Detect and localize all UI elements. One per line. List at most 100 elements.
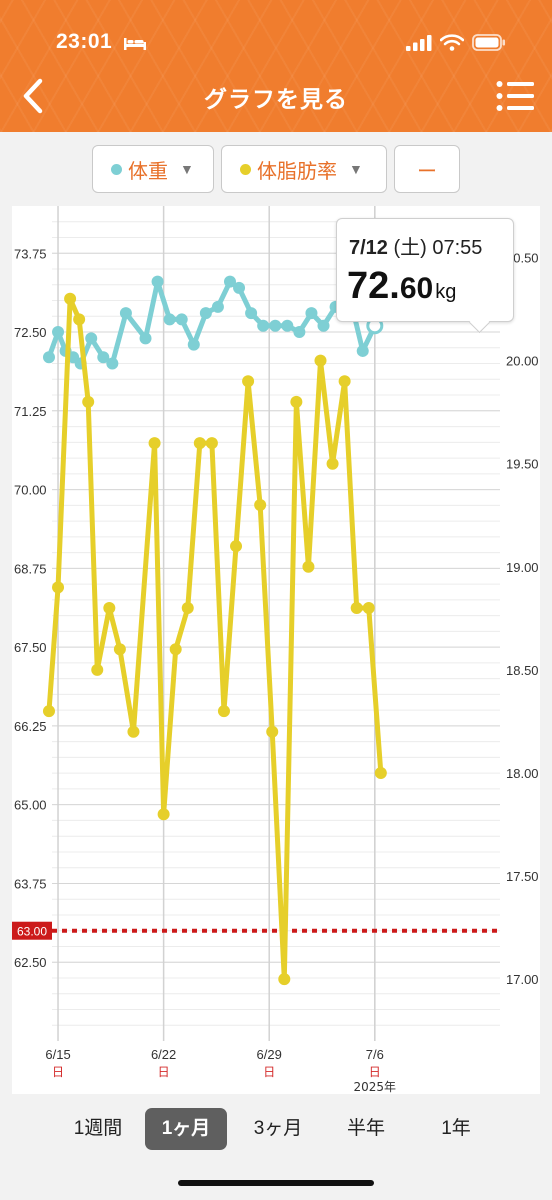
bodyfat-data-point[interactable] — [266, 725, 279, 738]
weight-data-point[interactable] — [223, 275, 236, 288]
right-axis-tick-label: 17.50 — [506, 869, 539, 884]
bodyfat-data-point[interactable] — [73, 313, 86, 326]
left-axis-tick-label: 73.75 — [14, 246, 47, 261]
right-axis-tick-label: 20.00 — [506, 354, 539, 369]
weight-data-point[interactable] — [106, 357, 119, 370]
bodyfat-data-point[interactable] — [181, 602, 194, 615]
bodyfat-data-point[interactable] — [278, 973, 291, 986]
target-label-box — [12, 921, 52, 940]
weight-data-point[interactable] — [97, 351, 110, 364]
bodyfat-data-point[interactable] — [290, 395, 303, 408]
weight-data-point[interactable] — [269, 319, 282, 332]
bodyfat-data-point[interactable] — [217, 705, 230, 718]
weight-data-point[interactable] — [139, 332, 152, 345]
caret-down-icon: ▼ — [349, 161, 363, 177]
wifi-icon — [440, 34, 464, 51]
bodyfat-data-point[interactable] — [113, 643, 126, 656]
bodyfat-data-point[interactable] — [157, 808, 170, 821]
bodyfat-data-point[interactable] — [42, 705, 55, 718]
weight-data-point[interactable] — [119, 307, 132, 320]
weight-data-point[interactable] — [233, 281, 246, 294]
weight-bodyfat-chart[interactable]: 73.75 72.50 71.25 70.00 68.75 67.50 66.25 65.00… — [12, 206, 540, 1094]
range-tab-3months[interactable]: 3ヶ月 — [253, 1118, 303, 1139]
status-time: 23:01 — [56, 30, 113, 53]
series-selector-bar: 体重 ▼ 体脂肪率 ▼ ー — [0, 132, 552, 206]
weight-data-point[interactable] — [281, 319, 294, 332]
bodyfat-data-point[interactable] — [52, 581, 65, 594]
weight-data-point[interactable] — [163, 313, 176, 326]
tooltip-date-main: 7/12 — [349, 237, 388, 259]
weight-data-point[interactable] — [211, 300, 224, 313]
target-label: 63.00 — [17, 925, 47, 939]
bodyfat-data-point[interactable] — [338, 375, 351, 388]
right-axis-tick-label: 18.50 — [506, 663, 539, 678]
bodyfat-data-point[interactable] — [350, 602, 363, 615]
bodyfat-data-point[interactable] — [148, 437, 161, 450]
right-axis-tick-label: 20.50 — [506, 251, 539, 266]
x-axis-day-label: 日 — [158, 1065, 170, 1079]
third-series-selector[interactable]: ー — [394, 145, 460, 193]
bodyfat-data-point[interactable] — [374, 766, 387, 779]
bodyfat-data-point[interactable] — [326, 457, 339, 470]
weight-selector[interactable]: 体重 ▼ — [92, 145, 214, 193]
range-tab-1week[interactable]: 1週間 — [73, 1118, 123, 1139]
bodyfat-series-line — [46, 296, 384, 982]
bodyfat-data-point[interactable] — [127, 725, 140, 738]
range-tab-half-year[interactable]: 半年 — [346, 1118, 385, 1139]
weight-data-point[interactable] — [151, 275, 164, 288]
page-title: グラフを見る — [204, 86, 348, 112]
left-axis-tick-label: 67.50 — [14, 640, 47, 655]
x-axis-date-label: 6/29 — [257, 1047, 282, 1062]
x-axis-day-label: 日 — [263, 1065, 275, 1079]
tooltip-date: 7/12 (土) 07:55 — [349, 231, 482, 260]
bodyfat-legend-dot — [240, 163, 251, 175]
bodyfat-data-point[interactable] — [193, 437, 206, 450]
left-axis-tick-label: 72.50 — [14, 325, 47, 340]
bodyfat-data-point[interactable] — [169, 643, 182, 656]
x-axis-date-label: 6/15 — [45, 1047, 70, 1062]
weight-data-point[interactable] — [85, 332, 98, 345]
weight-data-point[interactable] — [305, 307, 318, 320]
bodyfat-data-point[interactable] — [302, 560, 315, 573]
bodyfat-data-point[interactable] — [230, 540, 243, 553]
tooltip-value-int: 72. — [347, 265, 400, 307]
bodyfat-data-point[interactable] — [314, 354, 327, 367]
tooltip-value: 72.60 kg — [347, 265, 456, 308]
weight-data-point[interactable] — [317, 319, 330, 332]
list-menu-icon[interactable] — [496, 80, 534, 112]
right-axis-tick-label: 19.50 — [506, 457, 539, 472]
chart-area[interactable]: 73.75 72.50 71.25 70.00 68.75 67.50 66.25 65.00… — [12, 206, 540, 1094]
weight-data-point[interactable] — [199, 307, 212, 320]
bodyfat-data-point[interactable] — [254, 498, 267, 511]
weight-data-point[interactable] — [52, 326, 65, 339]
bodyfat-data-point[interactable] — [82, 395, 95, 408]
bodyfat-data-point[interactable] — [242, 375, 255, 388]
weight-data-point[interactable] — [356, 344, 369, 357]
right-axis-tick-label: 17.00 — [506, 972, 539, 987]
back-chevron-icon[interactable] — [14, 76, 54, 116]
weight-data-point[interactable] — [257, 319, 270, 332]
bodyfat-selector[interactable]: 体脂肪率 ▼ — [221, 145, 387, 193]
tooltip-unit: kg — [435, 281, 457, 303]
right-axis-tick-label: 19.00 — [506, 560, 539, 575]
x-axis-date-label: 7/6 — [366, 1047, 384, 1062]
weight-data-point[interactable] — [187, 338, 200, 351]
tooltip-date-rest: (土) 07:55 — [387, 237, 483, 259]
bodyfat-data-point[interactable] — [362, 602, 375, 615]
bodyfat-data-point[interactable] — [64, 292, 77, 305]
bodyfat-data-point[interactable] — [103, 602, 116, 615]
bed-icon — [124, 38, 146, 50]
bodyfat-data-point[interactable] — [91, 663, 104, 676]
weight-legend-dot — [111, 163, 122, 175]
tooltip-value-dec: 60 — [399, 272, 434, 305]
range-tab-1year[interactable]: 1年 — [441, 1118, 471, 1139]
weight-data-point[interactable] — [42, 351, 55, 364]
home-indicator — [178, 1180, 374, 1186]
x-axis-day-label: 日 — [52, 1065, 64, 1079]
weight-data-point[interactable] — [245, 307, 258, 320]
weight-data-point[interactable] — [175, 313, 188, 326]
bodyfat-data-point[interactable] — [205, 437, 218, 450]
weight-data-point[interactable] — [293, 326, 306, 339]
left-axis-tick-label: 71.25 — [14, 404, 47, 419]
range-tab-1month[interactable]: 1ヶ月 — [145, 1108, 227, 1150]
